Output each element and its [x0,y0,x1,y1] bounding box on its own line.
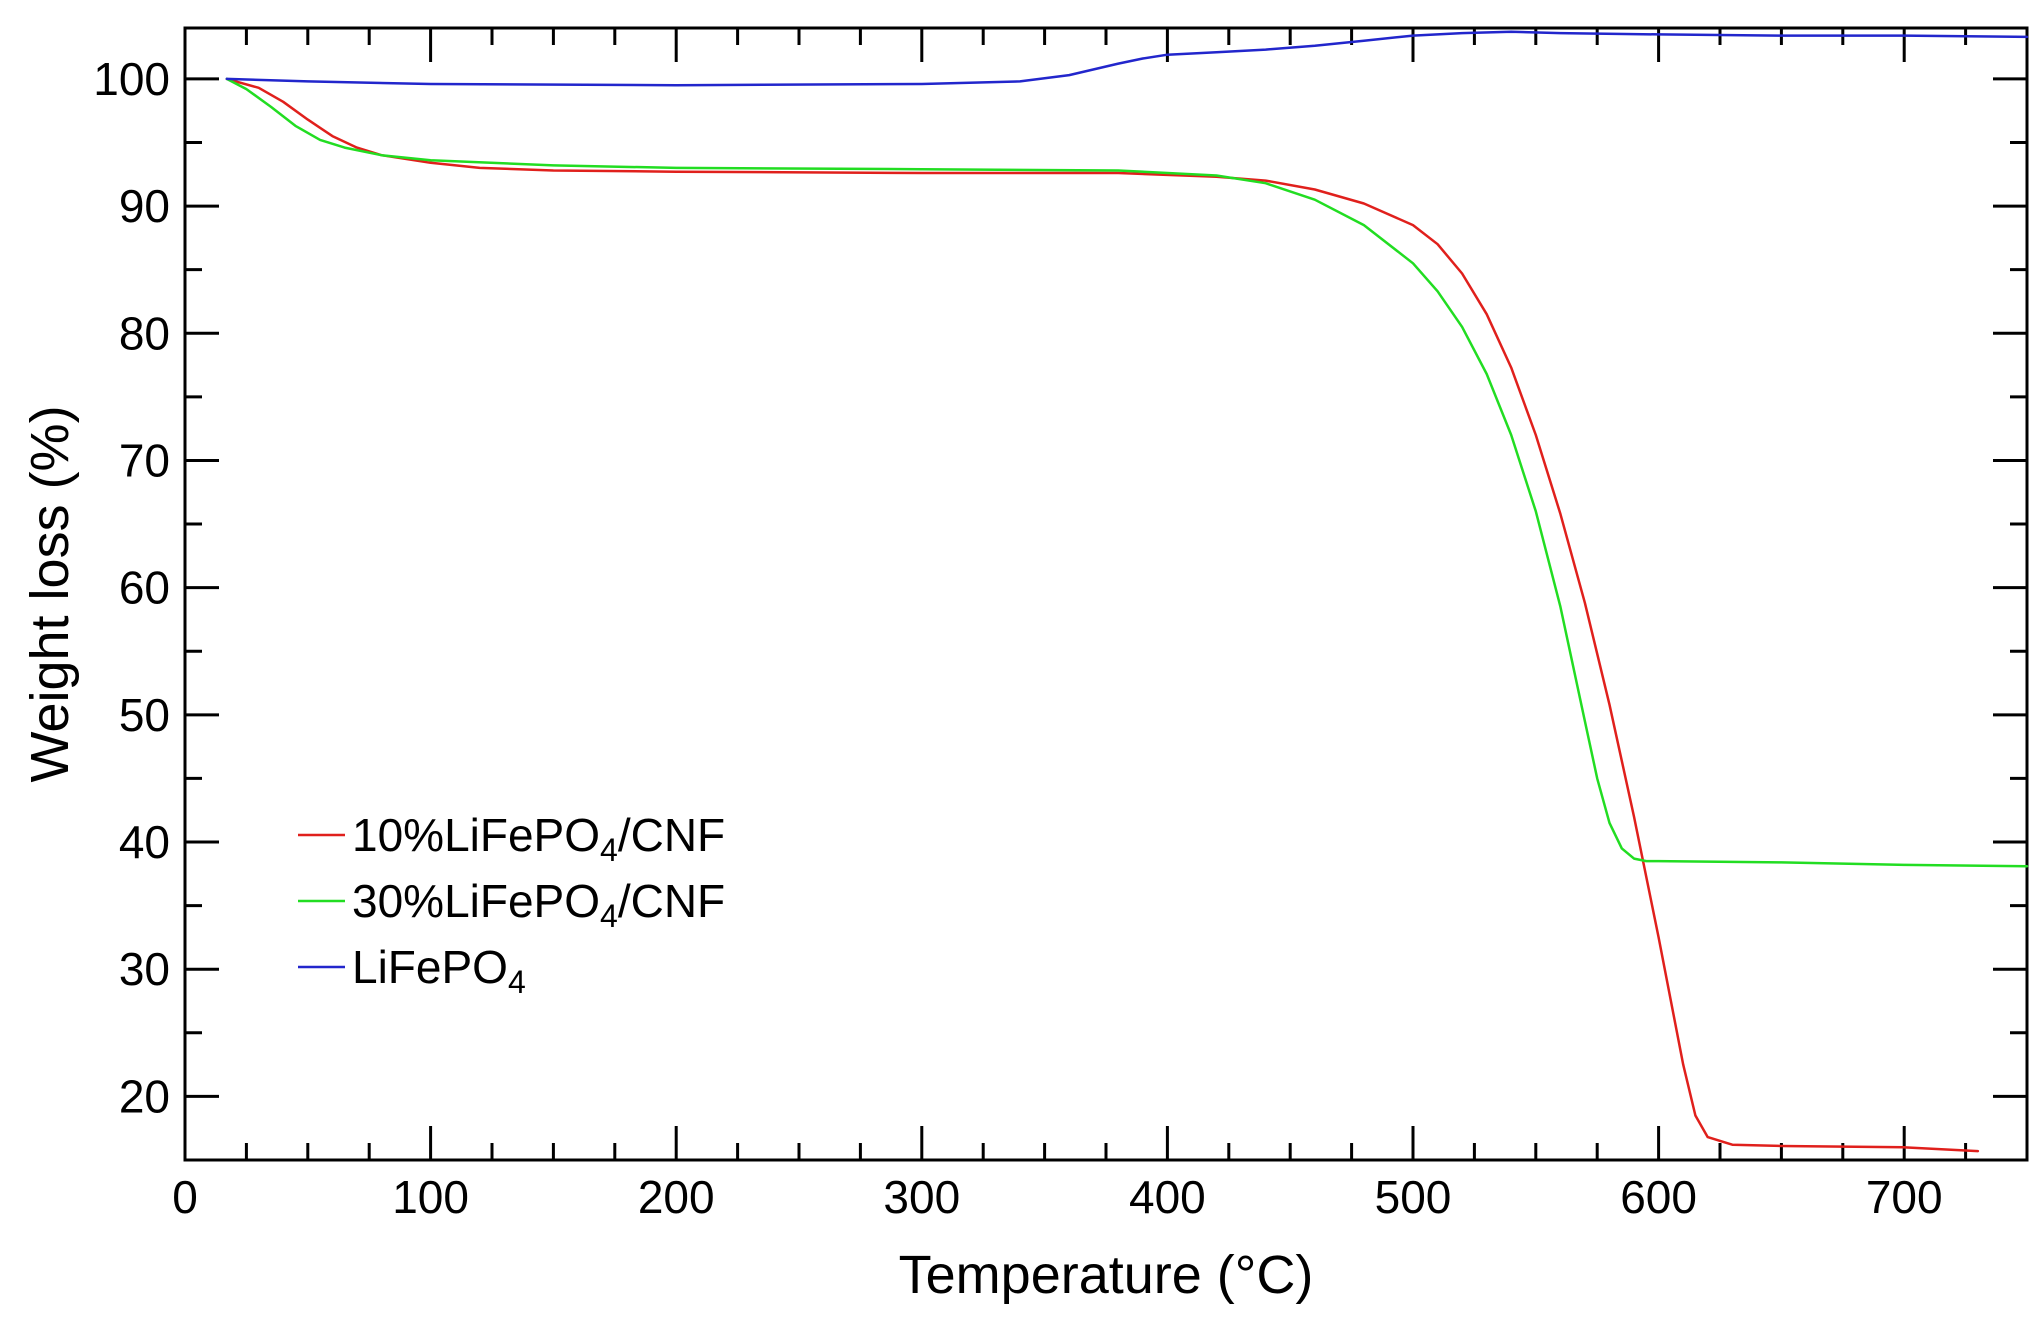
legend-label-subscript: 4 [508,964,526,1000]
legend-label-suffix: /CNF [618,875,725,927]
y-tick-label: 40 [119,816,170,868]
y-tick-labels: 20 30 40 50 60 70 80 90 100 [93,53,170,1123]
y-tick-label: 70 [119,434,170,486]
legend-label-main: LiFePO [352,941,508,993]
series-line-3 [225,30,2029,87]
legend-label-main: 30%LiFePO [352,875,600,927]
x-axis-title: Temperature (°C) [899,1245,1314,1305]
x-tick-label: 700 [1866,1171,1943,1223]
legend-label: 10%LiFePO4/CNF [352,809,725,868]
legend-label: LiFePO4 [352,941,526,1000]
legend-label-subscript: 4 [600,898,618,934]
y-tick-label: 100 [93,53,170,105]
x-tick-label: 0 [172,1171,198,1223]
y-tick-label: 50 [119,689,170,741]
y-tick-label: 60 [119,562,170,614]
y-tick-label: 90 [119,180,170,232]
series-line-2 [225,77,2029,868]
x-tick-label: 300 [883,1171,960,1223]
legend-label-suffix: /CNF [618,809,725,861]
series-lines [225,30,2029,1153]
y-tick-label: 80 [119,307,170,359]
x-tick-label: 100 [392,1171,469,1223]
legend-label-subscript: 4 [600,832,618,868]
y-axis-title: Weight loss (%) [20,405,80,782]
x-tick-label: 500 [1375,1171,1452,1223]
x-tick-label: 600 [1620,1171,1697,1223]
legend-label-main: 10%LiFePO [352,809,600,861]
x-tick-label: 200 [638,1171,715,1223]
axis-ticks [183,28,2029,1162]
x-tick-label: 400 [1129,1171,1206,1223]
x-tick-labels: 0 100 200 300 400 500 600 700 [172,1171,1942,1223]
y-tick-label: 20 [119,1070,170,1122]
legend-label: 30%LiFePO4/CNF [352,875,725,934]
y-tick-label: 30 [119,943,170,995]
